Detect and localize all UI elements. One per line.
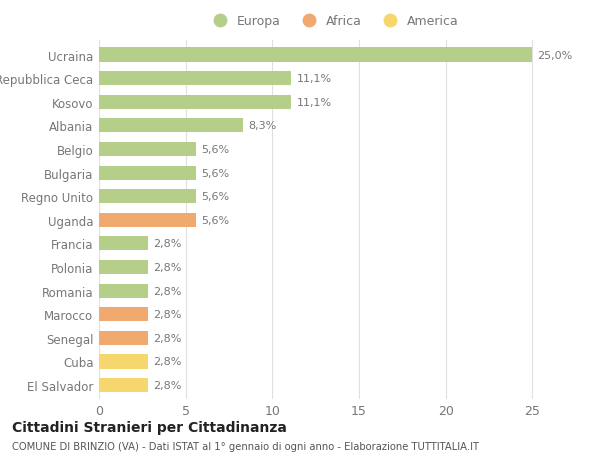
Bar — [99, 260, 148, 274]
Text: Cittadini Stranieri per Cittadinanza: Cittadini Stranieri per Cittadinanza — [12, 420, 287, 434]
Text: 5,6%: 5,6% — [201, 145, 229, 155]
Text: 2,8%: 2,8% — [153, 357, 181, 367]
Bar — [99, 166, 196, 180]
Text: 2,8%: 2,8% — [153, 333, 181, 343]
Bar — [99, 331, 148, 345]
Text: 8,3%: 8,3% — [248, 121, 277, 131]
Bar — [99, 95, 292, 110]
Bar — [99, 354, 148, 369]
Text: COMUNE DI BRINZIO (VA) - Dati ISTAT al 1° gennaio di ogni anno - Elaborazione TU: COMUNE DI BRINZIO (VA) - Dati ISTAT al 1… — [12, 441, 479, 451]
Bar — [99, 72, 292, 86]
Text: 2,8%: 2,8% — [153, 286, 181, 296]
Bar — [99, 378, 148, 392]
Bar — [99, 237, 148, 251]
Text: 2,8%: 2,8% — [153, 263, 181, 273]
Bar — [99, 143, 196, 157]
Bar — [99, 284, 148, 298]
Text: 2,8%: 2,8% — [153, 380, 181, 390]
Text: 25,0%: 25,0% — [538, 50, 573, 61]
Bar — [99, 190, 196, 204]
Text: 2,8%: 2,8% — [153, 309, 181, 319]
Text: 11,1%: 11,1% — [296, 98, 332, 107]
Bar — [99, 308, 148, 322]
Legend: Europa, Africa, America: Europa, Africa, America — [207, 15, 459, 28]
Text: 2,8%: 2,8% — [153, 239, 181, 249]
Text: 5,6%: 5,6% — [201, 192, 229, 202]
Bar — [99, 119, 243, 133]
Text: 5,6%: 5,6% — [201, 215, 229, 225]
Bar — [99, 213, 196, 227]
Bar — [99, 48, 532, 62]
Text: 11,1%: 11,1% — [296, 74, 332, 84]
Text: 5,6%: 5,6% — [201, 168, 229, 178]
